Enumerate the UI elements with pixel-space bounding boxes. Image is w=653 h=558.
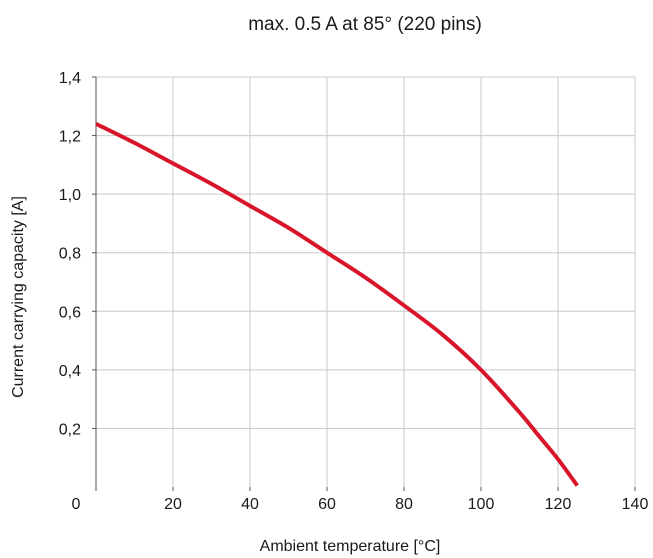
y-tick-label: 0,2 <box>59 421 81 438</box>
chart-title: max. 0.5 A at 85° (220 pins) <box>248 14 482 35</box>
y-tick-label: 1,2 <box>59 129 81 146</box>
x-axis-label: Ambient temperature [°C] <box>260 538 441 555</box>
x-tick-label: 20 <box>164 496 182 513</box>
x-tick-label: 120 <box>545 496 572 513</box>
y-axis-label: Current carrying capacity [A] <box>10 196 27 398</box>
current-capacity-line <box>95 122 579 487</box>
y-tick-label: 0,8 <box>59 246 81 263</box>
tick-labels: 20 40 60 80 100 120 140 0,2 0,4 0,6 0,8 1,0 1,2 1,4 <box>59 70 649 513</box>
x-tick-label: 80 <box>395 496 413 513</box>
y-tick-label: 1,4 <box>59 70 81 87</box>
y-tick-label: 1,0 <box>59 187 81 204</box>
x-tick-label: 140 <box>622 496 649 513</box>
y-tick-label: 0,4 <box>59 363 81 380</box>
axes <box>92 76 636 491</box>
x-tick-label: 40 <box>241 496 259 513</box>
origin-label: 0 <box>72 496 81 513</box>
series-layer <box>95 122 579 487</box>
y-tick-label: 0,6 <box>59 304 81 321</box>
grid <box>96 76 636 487</box>
x-tick-label: 100 <box>468 496 495 513</box>
x-tick-label: 60 <box>318 496 336 513</box>
